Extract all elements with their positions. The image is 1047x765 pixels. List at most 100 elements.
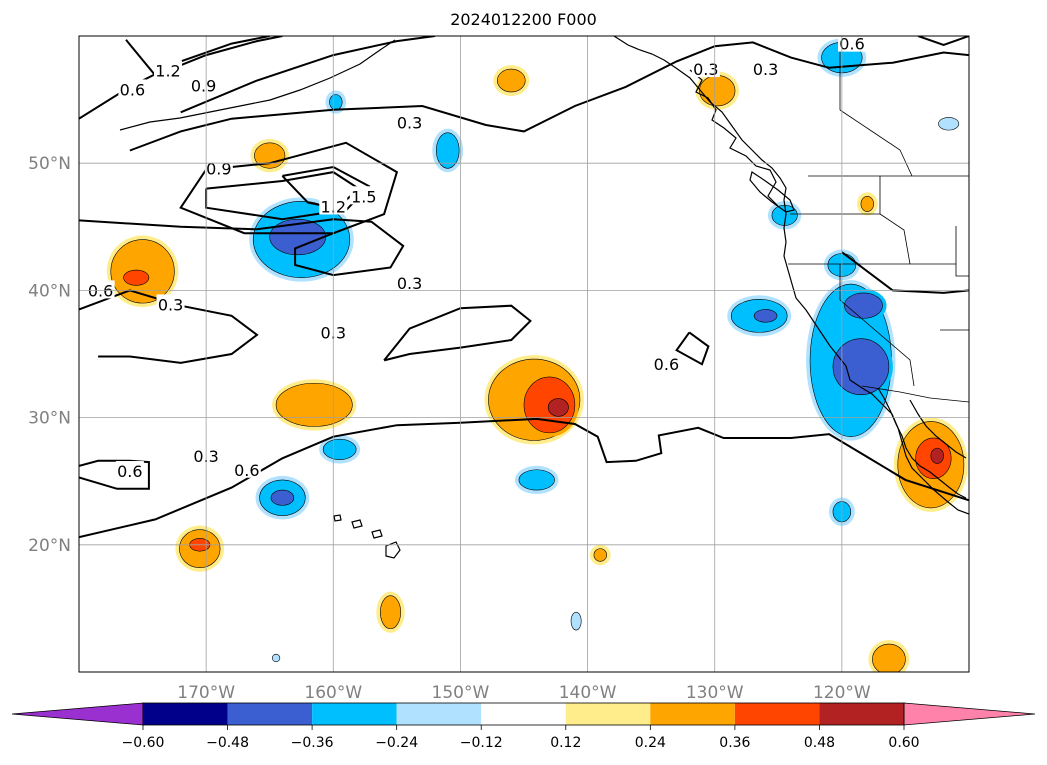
longitude-tick-label: 160°W [304, 683, 362, 703]
contour-label-bg [189, 75, 218, 94]
latitude-tick-label: 50°N [28, 154, 71, 174]
contour-line [675, 331, 710, 366]
negative-anomaly-patch [435, 132, 460, 169]
contour-line [79, 459, 150, 490]
contour-line [79, 289, 259, 364]
contour-line [841, 251, 969, 294]
positive-anomaly-patch [496, 68, 526, 93]
contour-label-layer: 1.20.90.60.91.51.20.30.30.60.30.30.3 0.30… [86, 35, 867, 481]
contour-label: 0.3 [397, 113, 422, 132]
colorbar-tick-label: −0.36 [291, 735, 334, 751]
colorbar-tick-label: −0.60 [122, 735, 165, 751]
contour-label-bg [395, 272, 424, 291]
contour-line [917, 36, 969, 46]
positive-anomaly-patch [872, 643, 906, 672]
map-title: 2024012200 F000 [450, 10, 597, 29]
contour-label-bg [751, 59, 780, 78]
positive-anomaly-patch [547, 398, 569, 417]
contour-label: 0.6 [234, 461, 259, 480]
mexico-mainland-coastline [909, 399, 967, 459]
positive-anomaly-patch [860, 195, 874, 212]
contour-line [79, 417, 969, 539]
longitude-tick-label: 170°W [177, 683, 235, 703]
colorbar-segment [650, 703, 735, 725]
positive-anomaly-patch [930, 447, 944, 464]
colorbar-under-arrow [11, 702, 144, 726]
negative-anomaly-patch [329, 94, 343, 111]
colorbar-segment [396, 703, 482, 725]
contour-line [383, 304, 532, 362]
colorbar-segment [481, 703, 566, 725]
colorbar-segment [312, 703, 397, 725]
contour-label: 0.3 [693, 60, 718, 79]
colorbar-tick-label: −0.12 [460, 735, 503, 751]
negative-anomaly-patch [570, 611, 582, 631]
contour-label-bg [838, 36, 867, 52]
contour-label: 0.6 [654, 355, 679, 374]
positive-anomaly-patch [275, 382, 353, 427]
longitude-tick-label: 140°W [559, 683, 617, 703]
contour-label-bg [86, 280, 115, 299]
vancouver-island [749, 171, 795, 213]
contour-label: 1.5 [351, 187, 376, 206]
contour-label: 0.6 [839, 35, 864, 54]
hawaii-kauai [333, 514, 342, 522]
axis-tick-labels: 170°W 160°W 150°W 140°W 130°W 120°W 50°N 40°N 30… [28, 154, 871, 703]
longitude-tick-label: 150°W [432, 683, 490, 703]
positive-anomaly-patch [593, 548, 607, 562]
colorbar-tick-label: 0.36 [719, 735, 750, 751]
baja-california-coastline [877, 387, 967, 499]
colorbar-tick-label: 0.60 [888, 735, 919, 751]
contour-line [129, 41, 969, 152]
contour-label-bg [156, 294, 185, 313]
contour-label-bg [154, 60, 182, 79]
contour-label: 0.3 [158, 295, 183, 314]
contour-label: 0.6 [117, 462, 142, 481]
latitude-tick-label: 40°N [28, 281, 71, 301]
negative-anomaly-patch [271, 653, 281, 663]
contour-label-bg [349, 186, 378, 205]
colorbar-segment [227, 703, 313, 725]
contour-label: 0.3 [397, 274, 422, 293]
contour-label: 0.6 [120, 80, 145, 99]
contour-label-bg [691, 59, 720, 78]
contour-label-bg [115, 461, 144, 480]
latitude-tick-label: 30°N [28, 409, 71, 429]
contour-label: 0.9 [206, 159, 231, 178]
contour-label-bg [652, 354, 681, 373]
positive-anomaly-patch [699, 75, 736, 107]
positive-anomaly-patch [123, 269, 150, 286]
colorbar-tick-label: 0.24 [635, 735, 666, 751]
positive-anomaly-patch [380, 595, 401, 630]
hawaii-maui [371, 529, 383, 539]
colorbar-tick-label: −0.24 [375, 735, 418, 751]
hawaii-big-island [385, 541, 401, 559]
contour-label: 0.6 [88, 281, 113, 300]
us-mexico-border [861, 385, 969, 403]
colorbar-segment [734, 703, 820, 725]
contour-line-layer [79, 36, 969, 539]
colorbar-outline [142, 702, 905, 726]
negative-anomaly-patch [832, 338, 890, 396]
negative-anomaly-patch [938, 117, 960, 131]
negative-anomaly-patch [270, 489, 295, 506]
colorbar-segment [565, 703, 651, 725]
contour-label: 0.9 [191, 77, 216, 96]
gridline-layer [79, 36, 969, 672]
negative-anomaly-patch [753, 309, 778, 323]
colorbar-tick-label: 0.48 [804, 735, 835, 751]
colorbar-over-arrow [903, 702, 1036, 726]
hawaii-oahu [351, 519, 363, 529]
coastline-layer [119, 36, 969, 559]
longitude-tick-label: 130°W [686, 683, 744, 703]
contour-label-bg [118, 79, 147, 98]
contour-label: 0.3 [753, 60, 778, 79]
contour-line [79, 218, 405, 277]
north-america-coastline [613, 36, 969, 515]
us-state-border-ut-az [955, 226, 969, 277]
negative-anomaly-patch [844, 292, 883, 319]
contour-label-bg [395, 112, 424, 131]
alaska-panhandle-islands [689, 69, 779, 207]
longitude-tick-label: 120°W [813, 683, 871, 703]
